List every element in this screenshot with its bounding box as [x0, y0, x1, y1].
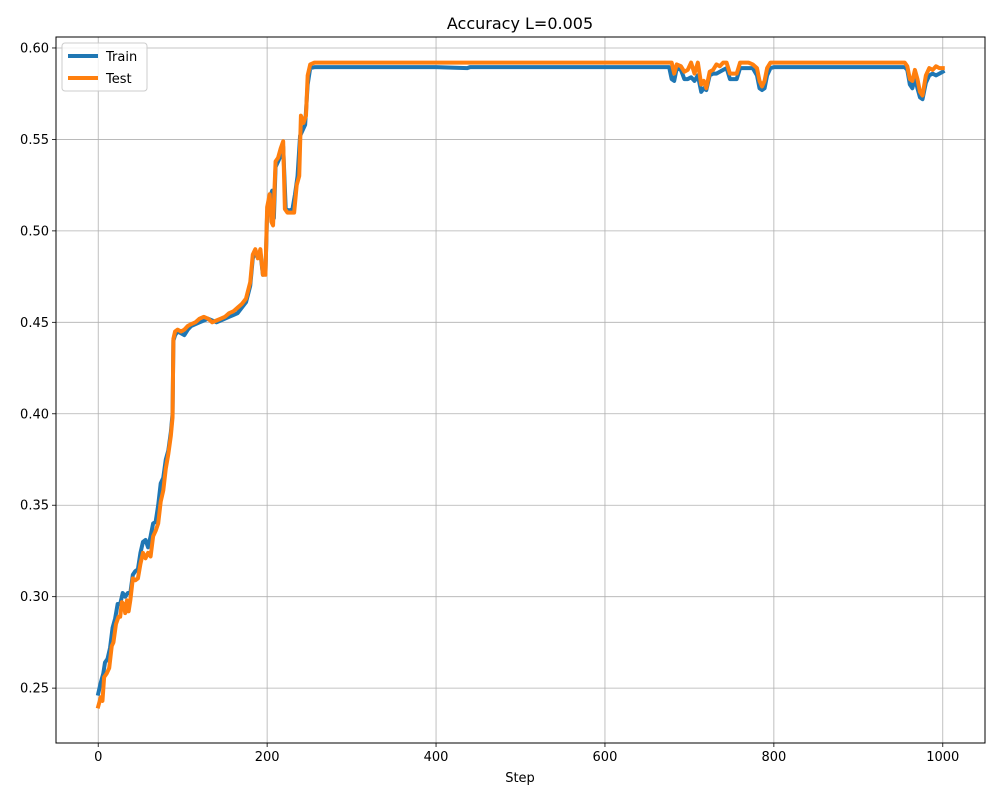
x-tick-label: 400 [424, 750, 449, 765]
x-tick-label: 0 [94, 750, 102, 765]
y-tick-label: 0.40 [20, 407, 49, 422]
y-tick-label: 0.30 [20, 590, 49, 605]
plot-frame [55, 36, 986, 744]
x-tick-label: 800 [761, 750, 786, 765]
x-tick-label: 200 [255, 750, 280, 765]
y-tick-label: 0.55 [20, 133, 49, 148]
legend: Train Test [61, 42, 148, 92]
y-axis-ticks: 0.25 0.30 0.35 0.40 0.45 0.50 0.55 0.60 [20, 41, 56, 697]
y-tick-label: 0.60 [20, 41, 49, 56]
chart-title: Accuracy L=0.005 [447, 14, 593, 33]
y-tick-label: 0.45 [20, 316, 49, 331]
legend-label-train: Train [105, 50, 137, 65]
legend-label-test: Test [105, 72, 132, 87]
x-tick-label: 1000 [926, 750, 959, 765]
series-line-test [95, 60, 945, 709]
y-tick-label: 0.25 [20, 682, 49, 697]
x-axis-ticks: 0 200 400 600 800 1000 [94, 743, 959, 765]
x-axis-label: Step [505, 771, 535, 786]
series-layer [95, 60, 946, 709]
y-tick-label: 0.50 [20, 224, 49, 239]
x-tick-label: 600 [593, 750, 618, 765]
y-tick-label: 0.35 [20, 499, 49, 514]
